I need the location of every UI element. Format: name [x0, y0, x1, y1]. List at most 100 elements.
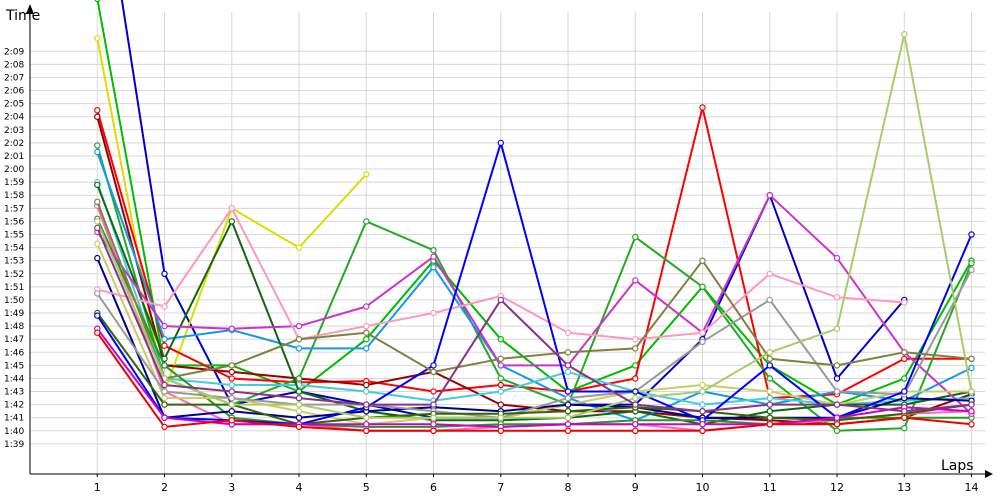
series-line [96, 33, 973, 419]
data-point [564, 401, 572, 408]
data-point [430, 246, 437, 254]
data-point [968, 401, 975, 408]
data-point [766, 270, 774, 277]
data-point [699, 401, 706, 408]
data-point [699, 381, 706, 389]
data-point [497, 375, 504, 382]
data-point [94, 113, 101, 120]
data-point [228, 362, 235, 369]
y-tick-label: 2:08 [4, 60, 24, 70]
data-point [968, 231, 975, 238]
series-21 [94, 198, 975, 382]
data-point [564, 414, 572, 421]
data-point [564, 421, 572, 428]
data-point [968, 364, 975, 372]
data-point [766, 349, 774, 356]
x-tick-label: 13 [897, 481, 911, 494]
data-point [901, 375, 908, 382]
series-line [96, 106, 972, 400]
data-point [228, 401, 235, 408]
x-axis-title: Laps [941, 458, 974, 474]
data-point [833, 254, 841, 262]
x-tick-labels: 1 2 3 4 5 6 7 8 9 10 11 12 13 14 [94, 474, 979, 494]
series-line [96, 184, 972, 426]
series-4 [94, 104, 975, 402]
data-point [295, 388, 303, 395]
data-point [833, 388, 841, 395]
data-point [833, 362, 841, 369]
y-tick-label: 2:09 [4, 47, 24, 57]
data-point [228, 218, 235, 225]
series-line [96, 218, 972, 428]
data-point [766, 394, 774, 402]
data-point [632, 375, 639, 382]
data-point [564, 362, 572, 369]
data-point [228, 417, 235, 424]
data-point [699, 427, 706, 434]
data-point [699, 329, 706, 336]
data-point [699, 104, 706, 111]
data-point [430, 421, 437, 428]
x-tick-label: 14 [965, 481, 979, 494]
axes: Time Laps [5, 4, 993, 478]
data-point [161, 270, 168, 277]
series-line [96, 269, 973, 419]
y-tick-label: 1:55 [4, 230, 24, 240]
data-point [497, 362, 504, 369]
data-point [295, 414, 303, 421]
x-tick-label: 12 [830, 481, 844, 494]
x-tick-label: 7 [497, 481, 504, 494]
data-point [699, 338, 706, 345]
data-point [94, 148, 101, 156]
y-tick-labels: 1:39 1:40 1:41 1:42 1:43 1:44 1:45 1:46 1:47 1:48… [4, 47, 24, 450]
data-point [94, 329, 101, 336]
data-point [161, 394, 168, 402]
data-point [295, 401, 303, 408]
data-point [94, 106, 101, 114]
data-point [632, 277, 639, 284]
data-point [766, 375, 774, 382]
series-8 [94, 178, 975, 408]
y-axis-title: Time [5, 8, 40, 24]
data-point [363, 322, 370, 330]
data-point [94, 142, 101, 149]
series-19 [94, 325, 975, 431]
data-point [161, 362, 168, 369]
data-point [497, 388, 504, 395]
data-point [632, 345, 639, 352]
data-point [497, 381, 504, 389]
data-point [363, 381, 370, 389]
y-tick-label: 1:56 [4, 217, 24, 227]
y-tick-label: 2:02 [4, 139, 24, 149]
data-point [766, 362, 774, 369]
data-point [968, 408, 975, 415]
data-point [363, 388, 370, 395]
data-point [430, 368, 437, 376]
series-23 [94, 224, 975, 415]
y-tick-label: 2:04 [4, 113, 24, 123]
data-point [94, 0, 101, 3]
data-point [564, 329, 572, 336]
data-point [161, 303, 168, 310]
data-point [497, 355, 504, 362]
data-point [161, 381, 168, 389]
data-point [564, 349, 572, 356]
data-point [430, 388, 437, 395]
data-point [766, 414, 774, 421]
series-20 [94, 329, 975, 434]
series-line [96, 227, 972, 413]
data-point [833, 401, 841, 408]
data-point [632, 401, 639, 408]
data-point [766, 401, 774, 408]
data-point [901, 349, 908, 356]
data-point [363, 171, 370, 178]
data-point [968, 355, 975, 362]
x-axis-arrow [985, 470, 993, 478]
data-point [901, 388, 908, 395]
y-tick-label: 2:05 [4, 100, 24, 110]
data-point [94, 240, 101, 247]
data-point [94, 224, 101, 232]
y-tick-label: 1:53 [4, 257, 24, 267]
data-point [497, 427, 504, 434]
